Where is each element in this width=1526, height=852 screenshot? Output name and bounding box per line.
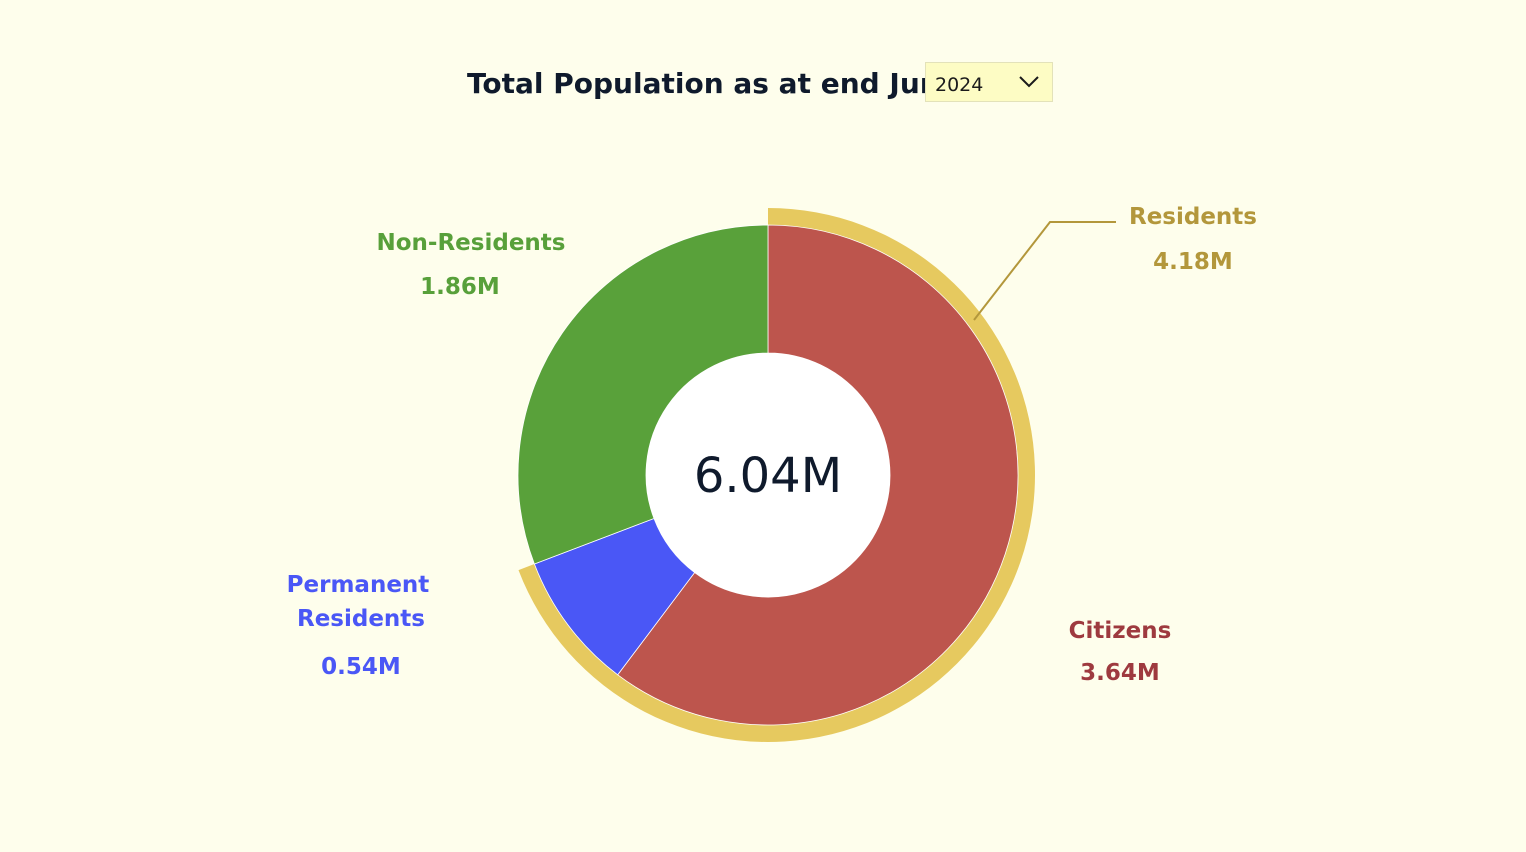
citizens-label: Citizens xyxy=(1069,618,1172,644)
chart-title: Total Population as at end June xyxy=(467,67,959,100)
chevron-down-icon xyxy=(1019,76,1039,88)
slice-layer xyxy=(517,224,1019,726)
citizens-value-label: 3.64M xyxy=(1080,660,1160,686)
residents-label: Residents xyxy=(1129,204,1257,230)
residents-value-label: 4.18M xyxy=(1153,249,1233,275)
center-total-label: 6.04M xyxy=(694,448,842,504)
permanent-residents-label-line-2: Residents xyxy=(297,606,425,632)
non-residents-value-label: 1.86M xyxy=(420,274,500,300)
year-dropdown[interactable]: 2024 xyxy=(925,62,1053,102)
donut-center-hole xyxy=(646,353,890,597)
permanent-residents-label-line-1: Permanent xyxy=(287,572,430,598)
non-residents-label: Non-Residents xyxy=(377,230,566,256)
residents-leader-line xyxy=(973,221,1116,321)
year-dropdown-value: 2024 xyxy=(935,74,984,96)
permanent-residents-value-label: 0.54M xyxy=(321,654,401,680)
